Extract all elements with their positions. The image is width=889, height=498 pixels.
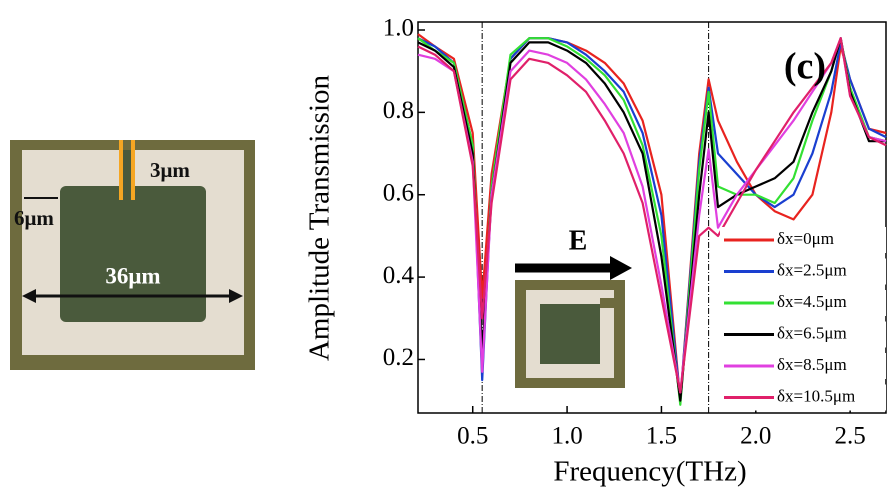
series-line (417, 33, 887, 402)
legend-label: δx=10.5μm (777, 386, 855, 405)
arrow-head (610, 256, 632, 280)
chart-title: (c) (784, 46, 826, 88)
y-tick-label: 0.8 (383, 97, 414, 124)
x-tick-label: 1.5 (646, 423, 677, 450)
inset-label: E (569, 225, 588, 256)
legend-label: δx=4.5μm (777, 292, 847, 311)
legend-label: δx=8.5μm (777, 355, 847, 374)
y-tick-label: 1.0 (383, 15, 414, 42)
ring-inner (60, 186, 206, 322)
plot-frame (417, 21, 887, 414)
gap-label: 3μm (150, 158, 190, 182)
inset: E (515, 225, 632, 388)
x-tick-label: 2.5 (835, 423, 866, 450)
inset-ring-inner (540, 304, 600, 364)
plot: 0.2 0.4 0.6 0.8 1.0 0.5 1.0 1.5 2.0 2.5 δx=0μm δx=2… (304, 15, 887, 488)
y-tick-label: 0.4 (383, 262, 415, 289)
legend-label: δx=0μm (777, 229, 834, 248)
x-tick-label: 1.0 (551, 423, 582, 450)
x-tick-label: 2.0 (740, 423, 771, 450)
y-tick-label: 0.2 (383, 344, 414, 371)
legend-label: δx=2.5μm (777, 260, 847, 279)
series-line (417, 37, 887, 394)
legend-label: δx=6.5μm (777, 323, 847, 342)
arrow-head (22, 289, 36, 303)
ring-gap (121, 150, 133, 186)
y-tick-label: 0.6 (383, 179, 414, 206)
x-axis-label: Frequency(THz) (553, 456, 746, 488)
size-label: 36μm (105, 263, 160, 288)
x-tick-label: 0.5 (457, 423, 488, 450)
y-axis-label: Amplitude Transmission (304, 74, 336, 361)
arrow-head (229, 289, 243, 303)
width-label: 6μm (14, 206, 54, 230)
inset-gap (600, 298, 614, 308)
srr-image: 3μm 6μm 36μm (10, 140, 255, 370)
